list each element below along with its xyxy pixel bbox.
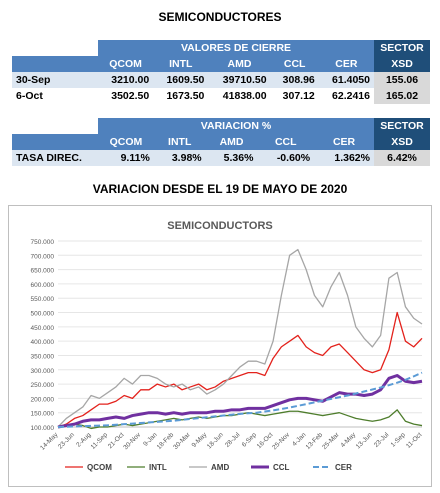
cell: SECTOR: [374, 118, 430, 134]
legend-label: INTL: [149, 463, 167, 472]
chart: SEMICONDUCTORS 100.000 150.000 200.000 250.…: [8, 205, 432, 487]
y-tick-label: 150.000: [31, 411, 55, 418]
cell: [12, 56, 98, 72]
y-tick-label: 100.000: [31, 425, 55, 432]
y-tick-label: 300.000: [31, 368, 55, 375]
cell: 1609.50: [153, 72, 209, 88]
row: 30-Sep 3210.00 1609.50 39710.50 308.96 61.405…: [12, 72, 430, 88]
legend-label: CCL: [273, 463, 290, 472]
cell: CCL: [257, 134, 315, 150]
cell: [12, 134, 98, 150]
cell: 307.12: [270, 88, 319, 104]
row: VARIACION % SECTOR: [12, 118, 430, 134]
cell: INTL: [153, 56, 209, 72]
cell: 3502.50: [98, 88, 154, 104]
cell: 5.36%: [205, 150, 258, 166]
cell: CER: [318, 56, 374, 72]
cell: 39710.50: [208, 72, 271, 88]
cell: 1.362%: [314, 150, 374, 166]
row: VALORES DE CIERRE SECTOR: [12, 40, 430, 56]
row: 6-Oct 3502.50 1673.50 41838.00 307.12 62.2416…: [12, 88, 430, 104]
cell: 155.06: [374, 72, 430, 88]
cell: 6.42%: [374, 150, 430, 166]
series-line: [57, 373, 423, 429]
y-tick-label: 250.000: [31, 382, 55, 389]
cell: SECTOR: [374, 40, 430, 56]
series-line: [57, 248, 423, 428]
y-tick-label: 500.000: [31, 311, 55, 318]
table: VALORES DE CIERRE SECTOR QCOM INTL AMD CCL CER…: [12, 40, 430, 104]
cell: QCOM: [98, 56, 154, 72]
cell: [12, 118, 98, 134]
cell: TASA DIREC.: [12, 150, 98, 166]
cell: 41838.00: [208, 88, 271, 104]
cell: VARIACION %: [98, 118, 374, 134]
legend-label: CER: [335, 463, 352, 472]
y-tick-label: 700.000: [31, 253, 55, 260]
cell: AMD: [205, 134, 258, 150]
page-title: SEMICONDUCTORES: [158, 10, 282, 24]
cell: 3210.00: [98, 72, 154, 88]
cell: CCL: [270, 56, 319, 72]
cell: 1673.50: [153, 88, 209, 104]
y-tick-label: 450.000: [31, 325, 55, 332]
chart-title: SEMICONDUCTORS: [167, 220, 273, 232]
cell: 62.2416: [318, 88, 374, 104]
cell: 3.98%: [153, 150, 206, 166]
legend-label: QCOM: [87, 463, 112, 472]
row: QCOM INTL AMD CCL CER XSD: [12, 56, 430, 72]
cell: VALORES DE CIERRE: [98, 40, 374, 56]
cell: INTL: [153, 134, 206, 150]
cell: 9.11%: [98, 150, 154, 166]
y-tick-label: 600.000: [31, 282, 55, 289]
chart-frame: [8, 205, 432, 487]
cell: 61.4050: [318, 72, 374, 88]
cell: 30-Sep: [12, 72, 98, 88]
y-tick-label: 350.000: [31, 353, 55, 360]
y-tick-label: 200.000: [31, 396, 55, 403]
legend-label: AMD: [211, 463, 229, 472]
cell: CER: [314, 134, 374, 150]
series-line: [57, 311, 423, 428]
cell: XSD: [374, 134, 430, 150]
table: VARIACION % SECTOR QCOM INTL AMD CCL CER XSD TAS…: [12, 118, 430, 166]
row: TASA DIREC. 9.11% 3.98% 5.36% -0.60% 1.362% 6.…: [12, 150, 430, 166]
y-tick-label: 400.000: [31, 339, 55, 346]
cell: 165.02: [374, 88, 430, 104]
y-tick-label: 550.000: [31, 296, 55, 303]
cell: QCOM: [98, 134, 154, 150]
cell: XSD: [374, 56, 430, 72]
row: QCOM INTL AMD CCL CER XSD: [12, 134, 430, 150]
chart-heading: VARIACION DESDE EL 19 DE MAYO DE 2020: [92, 182, 348, 196]
cell: -0.60%: [257, 150, 315, 166]
cell: [12, 40, 98, 56]
cell: 6-Oct: [12, 88, 98, 104]
series-line: [57, 371, 423, 428]
cell: 308.96: [270, 72, 319, 88]
cell: AMD: [208, 56, 271, 72]
y-tick-label: 650.000: [31, 268, 55, 275]
y-tick-label: 750.000: [31, 239, 55, 246]
